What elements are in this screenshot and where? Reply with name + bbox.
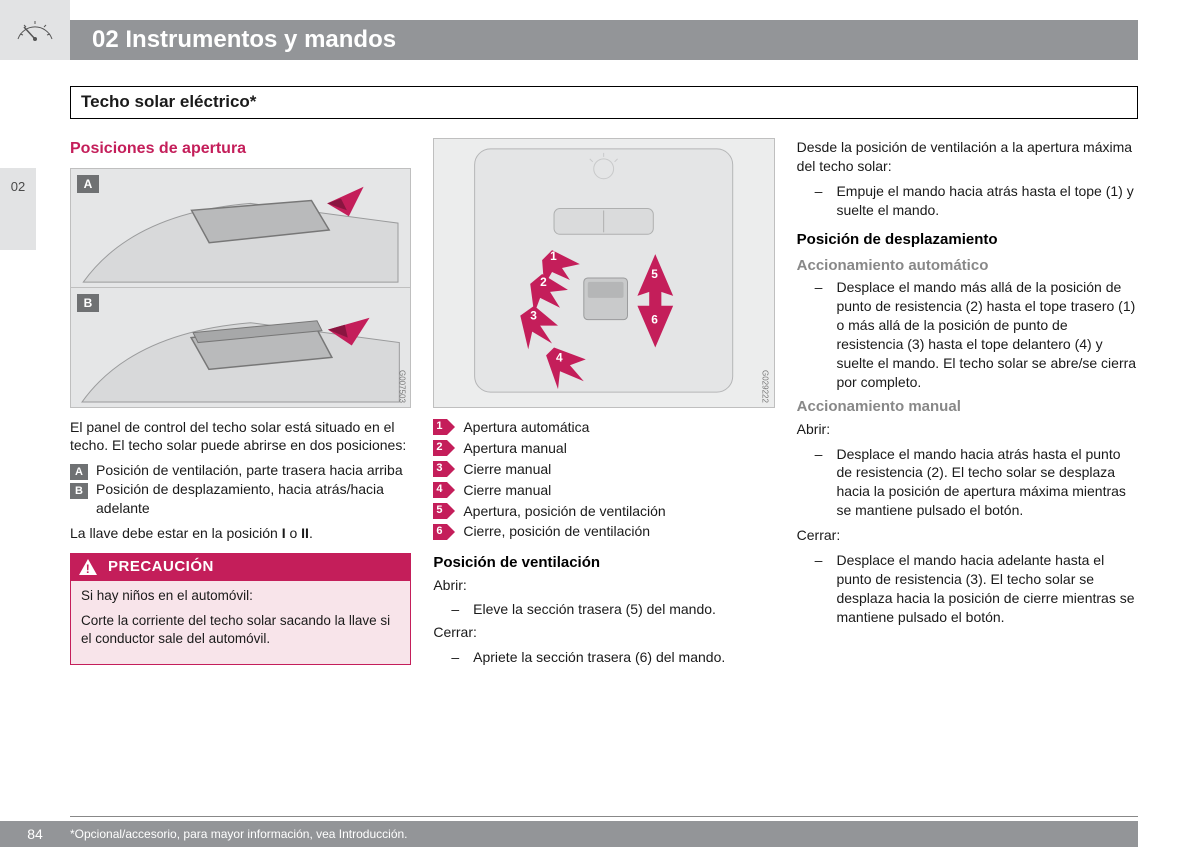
column-3: Desde la posición de ventilación a la ap… (797, 138, 1138, 809)
gauge-icon-box (0, 0, 70, 60)
sunroof-illustration-b: B G007503 (70, 288, 411, 408)
vent-heading: Posición de ventilación (433, 553, 774, 573)
chapter-header: 02 Instrumentos y mandos (70, 20, 1138, 60)
column-2: G029222 1 2 3 4 (433, 138, 774, 809)
svg-text:2: 2 (540, 275, 547, 289)
man-close-text: Desplace el mando hacia adelante hasta e… (836, 551, 1138, 627)
key-pos-2: II (301, 525, 309, 541)
sunroof-illustration-a: A (70, 168, 411, 288)
page-number: 84 (0, 825, 70, 844)
auto-item-row: – Desplace el mando más allá de la posic… (797, 278, 1138, 391)
chapter-title: 02 Instrumentos y mandos (70, 24, 396, 56)
caution-line2: Corte la corriente del techo solar sacan… (81, 612, 400, 648)
dash-icon: – (451, 600, 459, 619)
img-code-a: G007503 (396, 370, 407, 403)
num-mark-5: 5 (433, 503, 455, 519)
caution-title: PRECAUCIÓN (108, 557, 214, 577)
man-close-row: – Desplace el mando hacia adelante hasta… (797, 551, 1138, 627)
num-text-5: Apertura, posición de ventilación (463, 502, 665, 521)
svg-text:4: 4 (556, 350, 563, 364)
ab-mark-a: A (70, 464, 88, 480)
footer-rule (70, 816, 1138, 817)
footnote-text: Opcional/accesorio, para mayor informaci… (75, 826, 408, 842)
num-mark-3: 3 (433, 461, 455, 477)
num-row-4: 4 Cierre manual (433, 481, 774, 500)
desp-heading: Posición de desplazamiento (797, 230, 1138, 250)
svg-text:6: 6 (652, 313, 659, 327)
auto-subheading: Accionamiento automático (797, 256, 1138, 276)
img-code-ctl: G029222 (759, 370, 770, 403)
col3-intro-item: – Empuje el mando hacia atrás hasta el t… (797, 182, 1138, 220)
col3-intro: Desde la posición de ventilación a la ap… (797, 138, 1138, 176)
svg-text:5: 5 (652, 267, 659, 281)
caution-line1: Si hay niños en el automóvil: (81, 587, 400, 605)
num-mark-2: 2 (433, 440, 455, 456)
num-row-2: 2 Apertura manual (433, 439, 774, 458)
num-text-3: Cierre manual (463, 460, 551, 479)
content-area: Posiciones de apertura A B G007503 El pa… (70, 138, 1138, 809)
side-tab: 02 (0, 168, 36, 250)
auto-item-text: Desplace el mando más allá de la posició… (836, 278, 1138, 391)
warning-icon: ! (78, 558, 98, 576)
man-open-row: – Desplace el mando hacia atrás hasta el… (797, 445, 1138, 521)
dash-icon: – (451, 648, 459, 667)
vent-close-text: Apriete la sección trasera (6) del mando… (473, 648, 725, 667)
svg-text:!: ! (86, 562, 91, 576)
dash-icon: – (815, 551, 823, 627)
num-row-6: 6 Cierre, posición de ventilación (433, 522, 774, 541)
dash-icon: – (815, 278, 823, 391)
col1-body1: El panel de control del techo solar está… (70, 418, 411, 456)
num-row-1: 1 Apertura automática (433, 418, 774, 437)
dash-icon: – (815, 445, 823, 521)
key-text-mid: o (286, 525, 302, 541)
ab-row-a: A Posición de ventilación, parte trasera… (70, 461, 411, 480)
man-abrir-label: Abrir: (797, 420, 1138, 439)
caution-header: ! PRECAUCIÓN (70, 553, 411, 581)
num-text-1: Apertura automática (463, 418, 589, 437)
section-title: Techo solar eléctrico* (70, 86, 1138, 119)
dash-icon: – (815, 182, 823, 220)
key-text-post: . (309, 525, 313, 541)
num-mark-4: 4 (433, 482, 455, 498)
num-text-2: Apertura manual (463, 439, 567, 458)
control-illustration: G029222 1 2 3 4 (433, 138, 774, 408)
col1-body2: La llave debe estar en la posición I o I… (70, 524, 411, 543)
vent-abrir-label: Abrir: (433, 576, 774, 595)
ab-mark-b: B (70, 483, 88, 499)
svg-text:1: 1 (550, 249, 557, 263)
caution-body: Si hay niños en el automóvil: Corte la c… (70, 581, 411, 665)
key-text-pre: La llave debe estar en la posición (70, 525, 282, 541)
caution-box: ! PRECAUCIÓN Si hay niños en el automóvi… (70, 553, 411, 665)
gauge-icon (14, 9, 56, 51)
num-mark-6: 6 (433, 524, 455, 540)
label-a: A (77, 175, 99, 193)
column-1: Posiciones de apertura A B G007503 El pa… (70, 138, 411, 809)
num-mark-1: 1 (433, 419, 455, 435)
num-text-6: Cierre, posición de ventilación (463, 522, 650, 541)
num-text-4: Cierre manual (463, 481, 551, 500)
ab-text-b: Posición de desplazamiento, hacia atrás/… (96, 480, 411, 518)
vent-cerrar-label: Cerrar: (433, 623, 774, 642)
ab-row-b: B Posición de desplazamiento, hacia atrá… (70, 480, 411, 518)
label-b: B (77, 294, 99, 312)
ab-text-a: Posición de ventilación, parte trasera h… (96, 461, 411, 480)
manual-subheading: Accionamiento manual (797, 397, 1138, 417)
man-cerrar-label: Cerrar: (797, 526, 1138, 545)
num-row-5: 5 Apertura, posición de ventilación (433, 502, 774, 521)
vent-close-row: – Apriete la sección trasera (6) del man… (433, 648, 774, 667)
col1-heading: Posiciones de apertura (70, 138, 411, 160)
man-open-text: Desplace el mando hacia atrás hasta el p… (836, 445, 1138, 521)
page-footer: 84 * Opcional/accesorio, para mayor info… (0, 821, 1138, 847)
svg-text:3: 3 (531, 309, 538, 323)
vent-open-text: Eleve la sección trasera (5) del mando. (473, 600, 716, 619)
col3-intro-text: Empuje el mando hacia atrás hasta el top… (836, 182, 1138, 220)
vent-open-row: – Eleve la sección trasera (5) del mando… (433, 600, 774, 619)
num-row-3: 3 Cierre manual (433, 460, 774, 479)
